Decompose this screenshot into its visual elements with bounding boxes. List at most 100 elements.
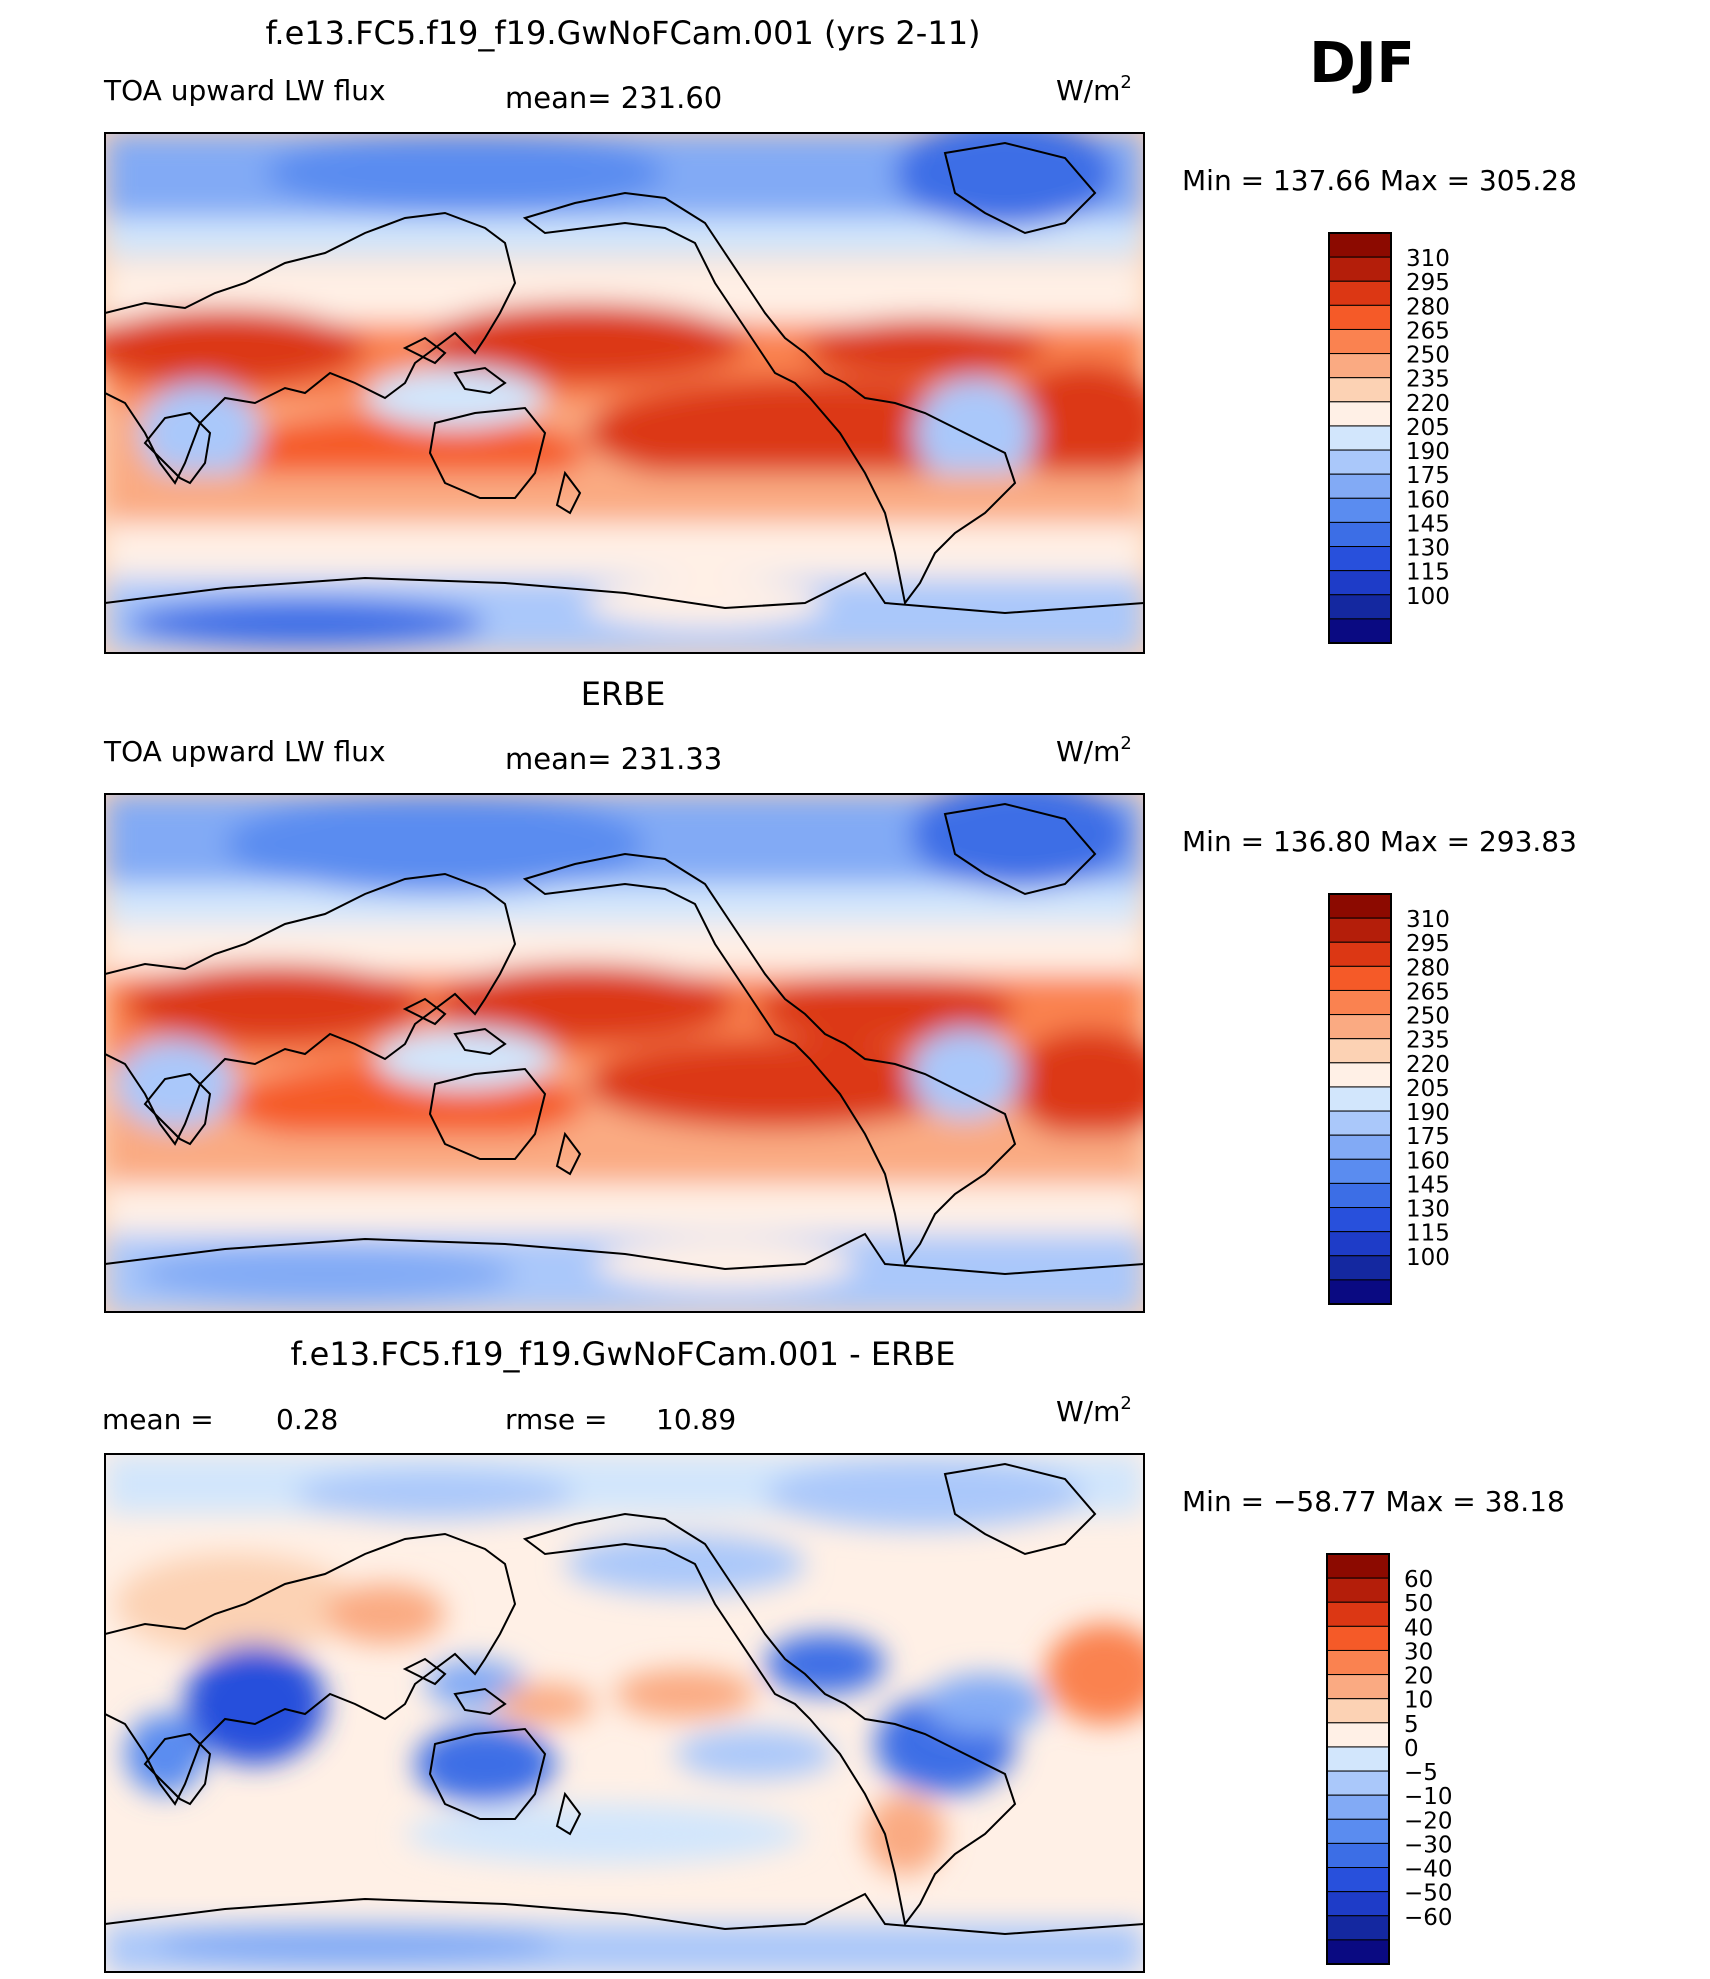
colorbar-box [1328, 280, 1392, 306]
colorbar-tick-label: −5 [1404, 1760, 1438, 1786]
colorbar-box [1328, 256, 1392, 282]
colorbar-tick-label: 190 [1406, 439, 1450, 465]
panel-diff-title: f.e13.FC5.f19_f19.GwNoFCam.001 - ERBE [291, 1335, 956, 1373]
colorbar-tick-label: −20 [1404, 1808, 1453, 1834]
colorbar-tick-label: 235 [1406, 367, 1450, 393]
colorbar-outline [1328, 232, 1392, 644]
colorbar-tick-label: 145 [1406, 1172, 1450, 1198]
colorbar-tick-label: 265 [1406, 318, 1450, 344]
colorbar-tick-label: 220 [1406, 391, 1450, 417]
colorbar-box [1328, 1231, 1392, 1257]
panel-obs-mean: mean= 231.33 [505, 742, 722, 776]
colorbar-tick-label: 250 [1406, 1004, 1450, 1030]
colorbar-tick-label: 280 [1406, 294, 1450, 320]
colorbar-box [1326, 1770, 1390, 1796]
colorbar-box [1328, 425, 1392, 451]
colorbar-tick-label: 280 [1406, 955, 1450, 981]
panel-obs-units: W/m2 [1056, 733, 1132, 768]
colorbar-box [1328, 401, 1392, 427]
colorbar-box [1326, 1722, 1390, 1748]
colorbar-tick-label: 190 [1406, 1100, 1450, 1126]
panel-diff: f.e13.FC5.f19_f19.GwNoFCam.001 - ERBE me… [102, 1335, 1565, 1973]
colorbar-box [1328, 449, 1392, 475]
colorbar-box [1328, 353, 1392, 379]
panel-model-mean: mean= 231.60 [505, 81, 722, 115]
colorbar-tick-label: 100 [1406, 584, 1450, 610]
colorbar-tick-label: 220 [1406, 1052, 1450, 1078]
colorbar-box [1326, 1698, 1390, 1724]
panel-diff-map [105, 1454, 1144, 1972]
panel-obs-colorbar: 3102952802652502352202051901751601451301… [1328, 893, 1450, 1305]
colorbar-tick-label: 115 [1406, 560, 1450, 586]
colorbar-box [1328, 941, 1392, 967]
colorbar-box [1326, 1674, 1390, 1700]
colorbar-box [1328, 1014, 1392, 1040]
colorbar-tick-label: 0 [1404, 1736, 1419, 1762]
colorbar-box [1328, 1255, 1392, 1281]
colorbar-tick-label: 20 [1404, 1664, 1433, 1690]
colorbar-box [1328, 1038, 1392, 1064]
colorbar-tick-label: 100 [1406, 1245, 1450, 1271]
colorbar-tick-label: 235 [1406, 1028, 1450, 1054]
colorbar-tick-label: 145 [1406, 511, 1450, 537]
panel-diff-rmse-label: rmse = [505, 1403, 607, 1436]
colorbar-box [1328, 521, 1392, 548]
panel-obs-frame [104, 793, 1145, 1313]
colorbar-tick-label: 30 [1404, 1639, 1433, 1665]
panel-diff-frame [104, 1453, 1145, 1973]
colorbar-outline [1326, 1553, 1390, 1965]
panel-obs-map [105, 794, 1144, 1312]
colorbar-tick-label: 160 [1406, 1148, 1450, 1174]
colorbar-box [1328, 893, 1392, 919]
panel-obs-minmax: Min = 136.80 Max = 293.83 [1182, 825, 1577, 858]
colorbar-box [1326, 1746, 1390, 1772]
panel-model-title: f.e13.FC5.f19_f19.GwNoFCam.001 (yrs 2-11… [265, 14, 980, 52]
colorbar-box [1328, 232, 1392, 258]
colorbar-box [1328, 304, 1392, 330]
colorbar-box [1326, 1601, 1390, 1627]
colorbar-tick-label: 50 [1404, 1591, 1433, 1617]
colorbar-box [1328, 965, 1392, 991]
colorbar-outline [1328, 893, 1392, 1305]
colorbar-box [1326, 1891, 1390, 1917]
panel-model-map [105, 133, 1144, 653]
panel-obs-variable: TOA upward LW flux [103, 735, 386, 768]
colorbar-box [1328, 594, 1392, 620]
colorbar-box [1328, 989, 1392, 1016]
colorbar-box [1328, 1182, 1392, 1209]
colorbar-box [1326, 1867, 1390, 1893]
colorbar-tick-label: 310 [1406, 907, 1450, 933]
panel-obs: ERBE TOA upward LW flux mean= 231.33 W/m… [103, 675, 1577, 1313]
colorbar-box [1328, 546, 1392, 572]
colorbar-tick-label: 130 [1406, 1197, 1450, 1223]
season-label: DJF [1309, 31, 1415, 96]
panel-model: f.e13.FC5.f19_f19.GwNoFCam.001 (yrs 2-11… [103, 14, 1577, 654]
panel-diff-mean-label: mean = [102, 1403, 214, 1436]
colorbar-tick-label: 5 [1404, 1712, 1419, 1738]
colorbar-box [1328, 917, 1392, 943]
colorbar-tick-label: 265 [1406, 979, 1450, 1005]
panel-model-units: W/m2 [1056, 72, 1132, 107]
colorbar-tick-label: −40 [1404, 1857, 1453, 1883]
panel-model-frame [104, 132, 1145, 654]
colorbar-tick-label: 175 [1406, 463, 1450, 489]
colorbar-tick-label: 40 [1404, 1615, 1433, 1641]
colorbar-box [1328, 377, 1392, 403]
panel-diff-mean-value: 0.28 [276, 1403, 338, 1436]
colorbar-tick-label: 205 [1406, 415, 1450, 441]
panel-diff-rmse-value: 10.89 [656, 1403, 736, 1436]
panel-obs-title: ERBE [581, 675, 666, 713]
colorbar-box [1326, 1577, 1390, 1603]
colorbar-box [1326, 1842, 1390, 1869]
colorbar-tick-label: 10 [1404, 1688, 1433, 1714]
colorbar-box [1328, 618, 1392, 644]
colorbar-box [1328, 1062, 1392, 1088]
colorbar-tick-label: 205 [1406, 1076, 1450, 1102]
colorbar-tick-label: 310 [1406, 246, 1450, 272]
colorbar-box [1326, 1794, 1390, 1820]
colorbar-box [1328, 1134, 1392, 1160]
colorbar-box [1326, 1649, 1390, 1676]
colorbar-box [1326, 1818, 1390, 1844]
